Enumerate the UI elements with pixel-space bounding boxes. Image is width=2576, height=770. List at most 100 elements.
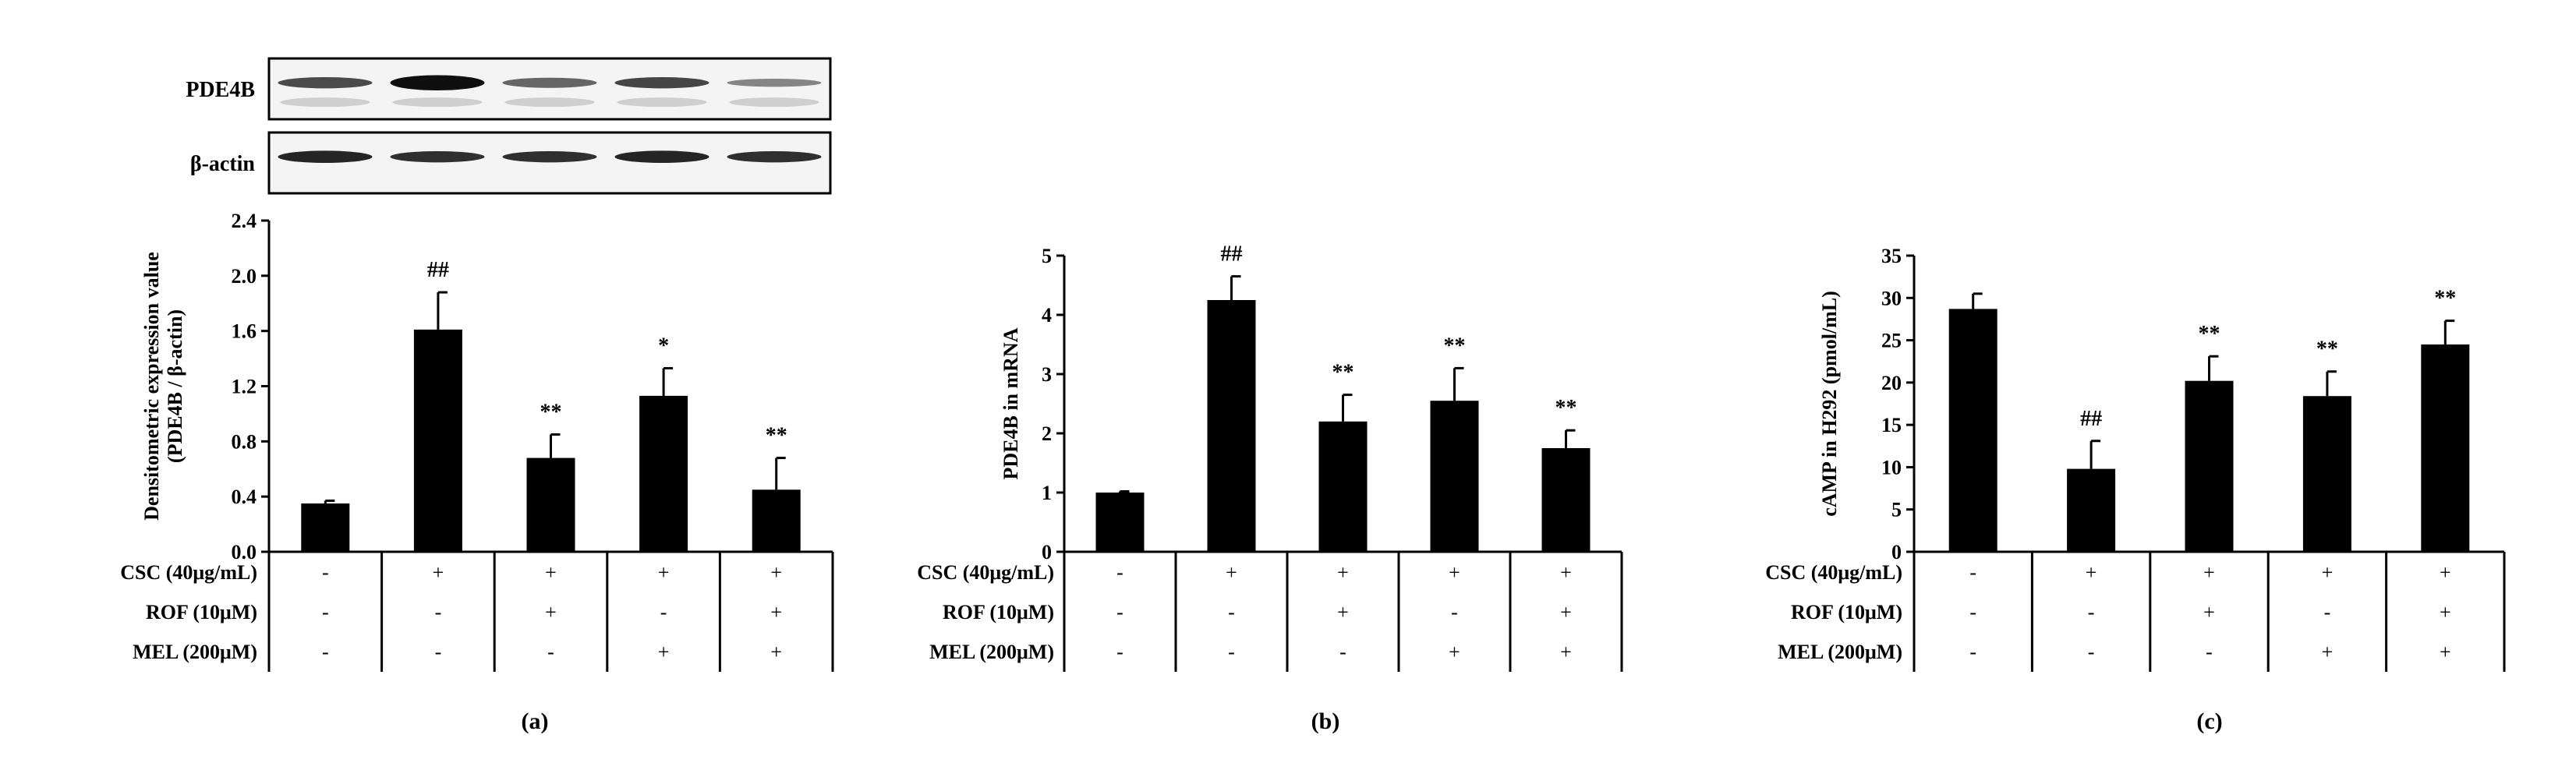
condition-sign: +	[2203, 561, 2215, 584]
condition-sign: -	[2088, 641, 2095, 663]
blot-band	[502, 77, 597, 88]
bar	[2302, 396, 2351, 552]
y-tick-label: 2.0	[232, 265, 257, 288]
y-tick-label: 0.0	[232, 541, 257, 563]
bar	[526, 457, 575, 552]
blot-band	[390, 151, 485, 163]
y-tick-label: 20	[1881, 372, 1902, 394]
y-tick-label: 4	[1042, 304, 1052, 327]
bar	[1095, 493, 1145, 552]
y-tick-label: 15	[1881, 414, 1902, 436]
condition-sign: +	[2203, 601, 2215, 623]
y-tick-label: 5	[1042, 245, 1052, 267]
condition-sign: +	[545, 561, 557, 584]
blot-band	[504, 97, 595, 108]
condition-sign: -	[322, 601, 329, 623]
condition-sign: -	[2206, 641, 2213, 663]
significance-mark: **	[766, 424, 787, 448]
condition-sign: +	[770, 561, 782, 584]
condition-sign: +	[1449, 561, 1460, 584]
blot-band	[278, 77, 373, 89]
condition-sign: -	[1451, 601, 1458, 623]
y-tick-label: 3	[1042, 363, 1052, 386]
y-tick-label: 1.2	[232, 376, 257, 398]
bar	[1318, 421, 1368, 552]
y-tick-label: 35	[1881, 245, 1902, 267]
panel-caption: (a)	[522, 708, 549, 734]
blot-band	[727, 151, 822, 163]
bar	[2067, 468, 2116, 552]
significance-mark: **	[2434, 287, 2456, 311]
condition-sign: -	[435, 601, 442, 623]
bar	[1948, 309, 1997, 552]
y-tick-label: 1	[1042, 482, 1052, 504]
y-tick-label: 1.6	[232, 320, 257, 343]
y-tick-label: 2.4	[232, 210, 257, 232]
condition-sign: -	[660, 601, 667, 623]
blot-band	[617, 97, 707, 108]
condition-sign: +	[1226, 561, 1237, 584]
significance-mark: **	[2316, 337, 2338, 362]
blot-band	[278, 150, 373, 163]
condition-sign: +	[1449, 641, 1460, 663]
blot-band	[392, 97, 483, 108]
condition-sign: -	[1969, 561, 1976, 584]
condition-label: ROF (10μM)	[146, 601, 257, 623]
significance-mark: **	[2199, 322, 2220, 346]
condition-sign: +	[1560, 641, 1572, 663]
condition-sign: -	[1116, 601, 1123, 623]
blot-strip	[267, 131, 832, 195]
condition-sign: +	[2322, 561, 2334, 584]
y-axis-label: (PDE4B / β-actin)	[164, 309, 186, 463]
condition-sign: +	[545, 601, 557, 623]
condition-label: ROF (10μM)	[943, 601, 1054, 623]
condition-sign: -	[435, 641, 442, 663]
condition-label: MEL (200μM)	[1778, 641, 1902, 663]
western-blot: PDE4B β-actin	[186, 57, 832, 195]
y-tick-label: 0	[1891, 541, 1902, 563]
bar	[1430, 401, 1479, 552]
condition-label: MEL (200μM)	[133, 641, 257, 663]
condition-sign: -	[1116, 641, 1123, 663]
blot-strip	[267, 57, 832, 121]
chart-b: 0 1 2 3 4 5 PDE4B in mRNA ## ** ** ** CSC (40μg/mL)…	[917, 242, 1623, 734]
significance-mark: ##	[2080, 407, 2102, 431]
condition-sign: +	[2322, 641, 2334, 663]
condition-sign: +	[1560, 561, 1572, 584]
blot-band	[280, 97, 370, 108]
bar	[301, 503, 350, 552]
panel-caption: (c)	[2196, 708, 2222, 734]
condition-label: CSC (40μg/mL)	[120, 561, 257, 584]
condition-label: CSC (40μg/mL)	[917, 561, 1054, 584]
blot-band	[614, 150, 709, 163]
condition-sign: +	[658, 641, 670, 663]
chart-c: 0 5 10 15 20 25 30 35 cAMP in H292 (pmol/mL) ## **…	[1765, 245, 2506, 734]
condition-sign: +	[433, 561, 444, 584]
condition-sign: -	[1969, 641, 1976, 663]
significance-mark: **	[1444, 334, 1466, 358]
blot-label: PDE4B	[186, 78, 255, 102]
condition-label: MEL (200μM)	[929, 641, 1054, 663]
y-tick-label: 25	[1881, 330, 1902, 352]
condition-sign: -	[2324, 601, 2331, 623]
condition-sign: -	[547, 641, 554, 663]
condition-sign: -	[1228, 641, 1235, 663]
condition-sign: +	[658, 561, 670, 584]
blot-band	[390, 75, 485, 90]
significance-mark: **	[1332, 361, 1354, 385]
condition-label: ROF (10μM)	[1791, 601, 1902, 623]
blot-band	[614, 77, 709, 89]
significance-mark: **	[1555, 396, 1577, 420]
bar	[2185, 380, 2234, 552]
bar	[639, 395, 688, 552]
condition-sign: +	[1560, 601, 1572, 623]
condition-sign: +	[770, 601, 782, 623]
chart-a: 0.0 0.4 0.8 1.2 1.6 2.0 2.4 Densitometric expre…	[120, 210, 834, 734]
condition-sign: +	[770, 641, 782, 663]
y-axis-label: PDE4B in mRNA	[1000, 327, 1022, 479]
y-tick-label: 10	[1881, 456, 1902, 479]
condition-sign: -	[1339, 641, 1346, 663]
condition-sign: -	[2088, 601, 2095, 623]
condition-sign: +	[1337, 601, 1349, 623]
